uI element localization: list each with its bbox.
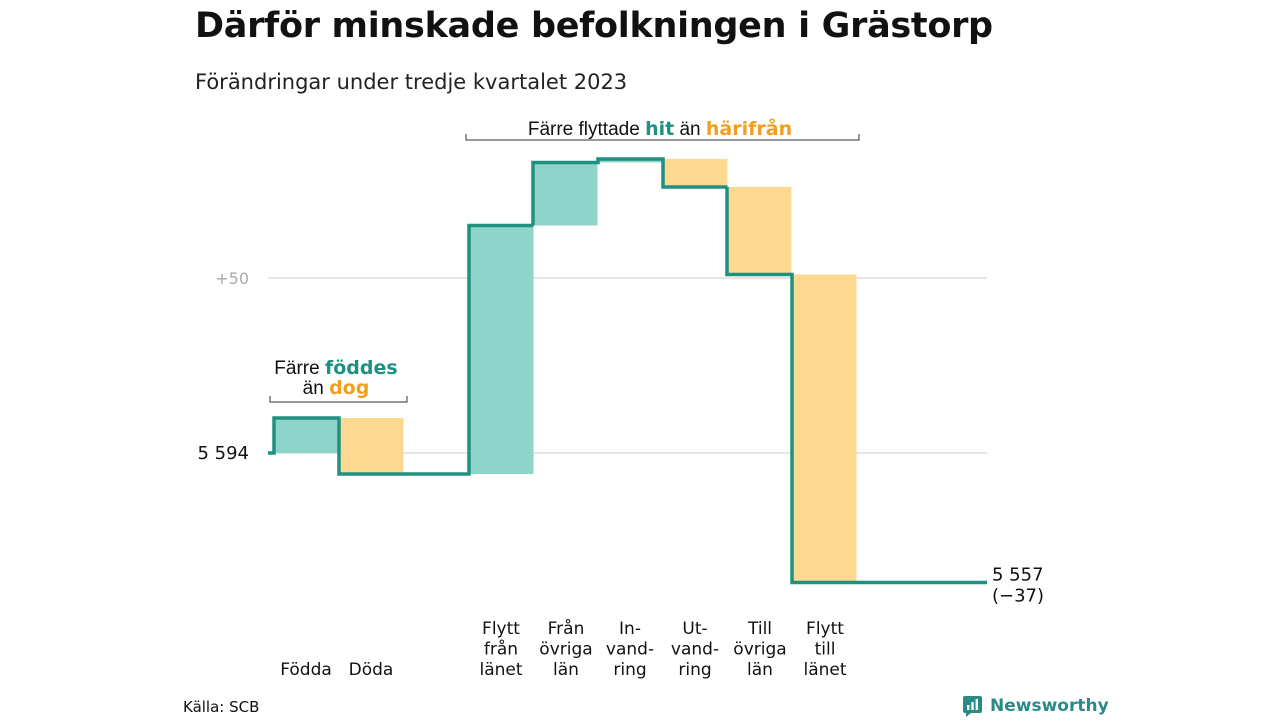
bar-6 xyxy=(727,187,792,275)
annotation-births-text1: Färre xyxy=(274,358,319,379)
annotation-moves-text1: Färre flyttade xyxy=(528,119,640,140)
bar-3 xyxy=(533,162,598,226)
category-label-line: övriga xyxy=(539,640,592,660)
chart-title: Därför minskade befolkningen i Grästorp xyxy=(195,6,993,46)
end-change-label: (−37) xyxy=(992,586,1044,607)
category-label-line: Flytt xyxy=(482,619,520,639)
annotation-births-line1: Färre föddes xyxy=(274,357,397,379)
category-label-2: Flytt från länet xyxy=(479,619,522,680)
bar-5 xyxy=(663,159,728,187)
category-label-6: Till övriga län xyxy=(733,619,786,680)
category-label-line: In- xyxy=(619,619,641,639)
category-label-line: Ut- xyxy=(682,619,707,639)
category-label-line: övriga xyxy=(733,640,786,660)
category-label-1: Döda xyxy=(349,660,394,680)
category-label-line: Födda xyxy=(280,660,332,680)
category-label-line: län xyxy=(553,660,579,680)
bar-1 xyxy=(339,418,404,474)
end-value-label: 5 557 xyxy=(992,565,1044,586)
category-label-line: län xyxy=(747,660,773,680)
bar-7 xyxy=(792,274,857,583)
category-label-line: länet xyxy=(803,660,846,680)
cumulative-step-line xyxy=(268,157,987,585)
annotation-births-bold1: föddes xyxy=(325,357,398,379)
annotation-moves: Färre flyttade hit än härifrån xyxy=(465,116,860,141)
category-label-3: Från övriga län xyxy=(539,618,592,680)
annotation-moves-text: Färre flyttade hit än härifrån xyxy=(528,116,792,140)
category-label-line: ring xyxy=(678,660,711,680)
category-label-7: Flytt till länet xyxy=(803,619,846,680)
category-label-line: till xyxy=(815,640,836,660)
newsworthy-logo-icon xyxy=(963,695,982,717)
step-line xyxy=(268,157,987,585)
category-label-0: Födda xyxy=(280,660,332,680)
annotation-births-bold2: dog xyxy=(329,377,369,399)
annotation-moves-bold1: hit xyxy=(645,118,674,140)
category-label-line: vand- xyxy=(606,640,654,660)
annotation-births-line2: än dog xyxy=(303,377,370,399)
brand-name: Newsworthy xyxy=(990,696,1109,716)
category-label-line: länet xyxy=(479,660,522,680)
bar-2 xyxy=(469,225,534,474)
start-value-label: 5 594 xyxy=(197,443,249,464)
source-note: Källa: SCB xyxy=(183,698,260,716)
annotation-births-text2: än xyxy=(303,378,324,399)
annotation-moves-bracket xyxy=(465,134,860,141)
brand-logo: Newsworthy xyxy=(961,694,1109,718)
annotation-births-bracket xyxy=(269,396,408,403)
annotation-moves-bold2: härifrån xyxy=(706,116,792,140)
category-label-4: In-vand-ring xyxy=(606,619,654,680)
category-label-line: Flytt xyxy=(806,619,844,639)
category-label-line: Till xyxy=(747,619,772,639)
y-tick-label: +50 xyxy=(215,269,249,288)
annotation-births: Färre föddes än dog xyxy=(269,357,408,403)
category-label-line: från xyxy=(484,639,518,660)
bar-0 xyxy=(274,418,339,453)
category-label-line: Döda xyxy=(349,660,394,680)
annotation-moves-text2: än xyxy=(679,119,700,140)
category-label-line: ring xyxy=(613,660,646,680)
category-label-5: Ut-vand-ring xyxy=(671,619,719,680)
chart-subtitle: Förändringar under tredje kvartalet 2023 xyxy=(195,70,628,94)
bars xyxy=(274,159,857,583)
category-label-line: vand- xyxy=(671,640,719,660)
category-label-line: Från xyxy=(548,618,585,639)
